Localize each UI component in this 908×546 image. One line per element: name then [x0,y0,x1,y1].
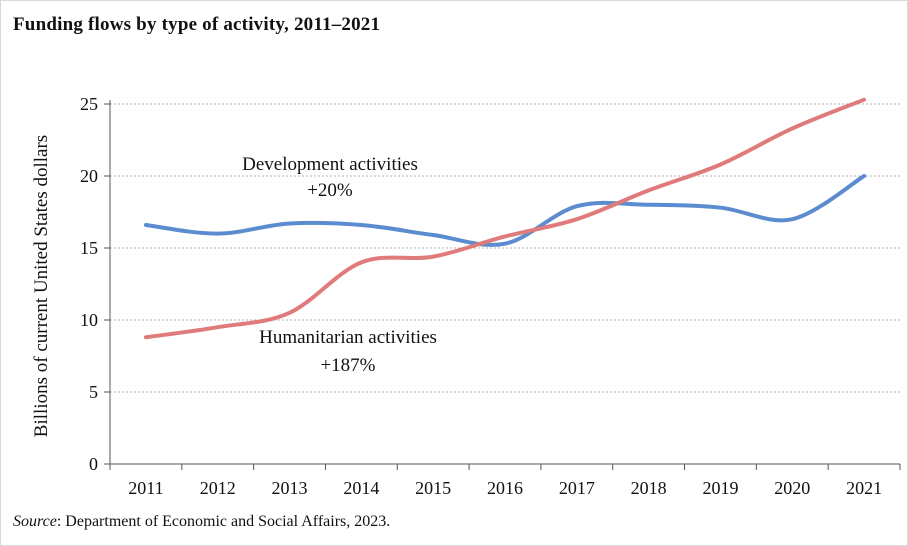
x-tick-label: 2012 [200,478,236,498]
source-text: : Department of Economic and Social Affa… [56,513,391,530]
y-tick-label: 5 [89,382,98,402]
x-tick-label: 2016 [487,478,523,498]
y-tick-label: 0 [89,454,98,474]
y-tick-label: 10 [80,310,98,330]
x-tick-label: 2021 [846,478,882,498]
development-annotation-change: +20% [307,180,353,201]
humanitarian-annotation-name: Humanitarian activities [259,327,437,348]
chart-title: Funding flows by type of activity, 2011–… [13,14,381,35]
development-annotation-name: Development activities [242,154,418,175]
x-tick-label: 2013 [272,478,308,498]
x-tick-label: 2011 [128,478,163,498]
humanitarian-series-line [143,97,867,340]
chart-source: Source: Department of Economic and Socia… [13,513,390,531]
humanitarian-annotation-change: +187% [320,355,375,376]
y-tick-label: 20 [80,166,98,186]
x-tick-label: 2019 [702,478,738,498]
x-tick-label: 2014 [343,478,379,498]
x-tick-label: 2015 [415,478,451,498]
y-tick-label: 25 [80,94,98,114]
x-tick-label: 2018 [631,478,667,498]
development-series-line [143,174,867,247]
y-tick-label: 15 [80,238,98,258]
source-label: Source [13,513,57,530]
x-tick-label: 2017 [559,478,595,498]
x-tick-label: 2020 [774,478,810,498]
y-axis-label: Billions of current United States dollar… [31,135,52,437]
